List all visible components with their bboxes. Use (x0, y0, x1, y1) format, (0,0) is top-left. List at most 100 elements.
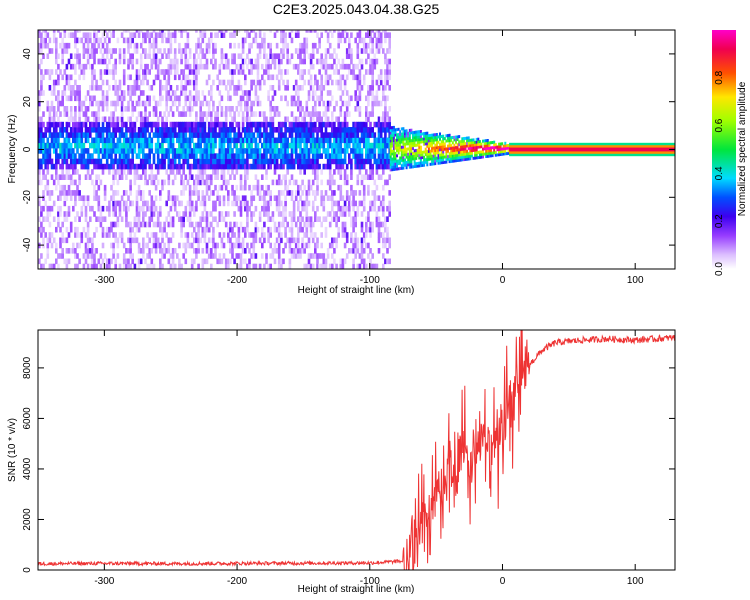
spectrogram-cell (309, 30, 313, 33)
spectrogram-cell (95, 263, 98, 269)
spectrogram-cell (212, 63, 215, 70)
spectrogram-cell (432, 159, 435, 163)
spectrogram-cell (156, 153, 160, 159)
spectrogram-cell (299, 248, 302, 254)
spectrogram-cell (388, 85, 391, 91)
spectrogram-cell (277, 205, 281, 212)
spectrogram-cell (233, 221, 236, 228)
spectrogram-cell (392, 152, 395, 156)
spectrogram-cell (110, 195, 113, 201)
spectrogram-cell (250, 232, 253, 238)
spectrogram-cell (314, 232, 317, 238)
spectrogram-cell (182, 253, 185, 259)
spectrogram-cell (250, 142, 253, 149)
spectrogram-cell (40, 211, 43, 217)
spectrogram-cell (326, 132, 330, 138)
spectrogram-cell (277, 248, 281, 254)
spectrogram-cell (42, 132, 45, 138)
spectrogram-cell (461, 155, 464, 159)
spectrogram-cell (269, 153, 272, 159)
spectrogram-cell (146, 121, 149, 128)
spectrogram-cell (46, 169, 50, 175)
spectrogram-cell (277, 221, 281, 228)
spectrogram-cell (171, 263, 175, 269)
spectrogram-cell (205, 63, 209, 70)
spectrogram-cell (322, 205, 326, 212)
spectrogram-cell (220, 158, 224, 165)
spectrogram-cell (42, 137, 45, 144)
spectrogram-cell (426, 158, 429, 161)
spectrogram-cell (432, 141, 435, 145)
spectrogram-cell (252, 37, 256, 44)
spectrogram-cell (169, 148, 173, 154)
spectrogram-cell (485, 147, 488, 151)
spectrogram-cell (167, 148, 171, 154)
spectrogram-cell (459, 140, 462, 144)
spectrogram-cell (159, 142, 162, 149)
spectrogram-cell (462, 137, 465, 141)
spectrogram-cell (244, 248, 247, 254)
spectrogram-cell (127, 74, 130, 81)
spectrogram-cell (42, 153, 45, 159)
spectrogram-cell (69, 148, 73, 154)
spectrogram-cell (241, 58, 245, 65)
spectrogram-cell (320, 79, 323, 86)
spectrogram-cell (178, 142, 181, 149)
spectrogram-cell (180, 69, 183, 75)
spectrogram-cell (131, 237, 134, 244)
spectrogram-cell (485, 155, 488, 158)
spectrogram-cell (358, 58, 362, 65)
spectrogram-cell (277, 242, 281, 249)
spectrogram-cell (404, 142, 406, 146)
spectrogram-cell (214, 158, 217, 165)
spectrogram-cell (61, 248, 64, 254)
spectrogram-cell (169, 121, 173, 128)
spectrogram-cell (80, 211, 84, 217)
spectrogram-cell (144, 48, 147, 54)
spectrogram-cell (78, 153, 81, 159)
spectrogram-cell (486, 154, 489, 158)
spectrogram-cell (335, 137, 338, 144)
spectrogram-cell (379, 79, 383, 86)
spectrogram-cell (244, 74, 247, 81)
spectrogram-cell (461, 158, 464, 162)
spectrogram-cell (324, 216, 328, 222)
spectrogram-cell (97, 205, 101, 212)
spectrogram-cell (103, 263, 107, 269)
spectrogram-cell (190, 69, 194, 75)
spectrogram-cell (384, 37, 387, 44)
spectrogram-cell (148, 85, 151, 91)
spectrogram-cell (455, 138, 457, 142)
spectrogram-cell (252, 263, 256, 269)
spectrogram-cell (488, 141, 491, 145)
spectrogram-cell (212, 216, 215, 222)
spectrogram-cell (303, 127, 306, 133)
spectrogram-cell (38, 174, 41, 180)
spectrogram-cell (129, 148, 132, 154)
spectrogram-cell (188, 137, 192, 144)
spectrogram-cell (103, 30, 107, 33)
spectrogram-cell (314, 169, 317, 175)
spectrogram-cell (303, 111, 306, 117)
spectrogram-cell (280, 221, 283, 228)
spectrogram-cell (299, 142, 302, 149)
spectrogram-cell (350, 69, 353, 75)
spectrogram-cell (252, 63, 256, 70)
spectrogram-cell (263, 221, 266, 228)
spectrogram-cell (65, 48, 69, 54)
spectrogram-cell (52, 79, 56, 86)
spectrogram-cell (212, 190, 215, 196)
spectrogram-cell (462, 145, 465, 148)
spectrogram-cell (161, 32, 164, 38)
spectrogram-cell (485, 149, 488, 153)
spectrogram-cell (442, 137, 445, 141)
spectrogram-cell (190, 190, 194, 196)
spectrogram-cell (199, 100, 202, 107)
spectrogram-cell (127, 142, 130, 149)
spectrogram-cell (195, 48, 198, 54)
spectrogram-cell (182, 85, 185, 91)
spectrogram-cell (365, 58, 368, 65)
spectrogram-cell (477, 145, 480, 149)
spectrogram-cell (324, 127, 328, 133)
spectrogram-cell (386, 237, 389, 244)
